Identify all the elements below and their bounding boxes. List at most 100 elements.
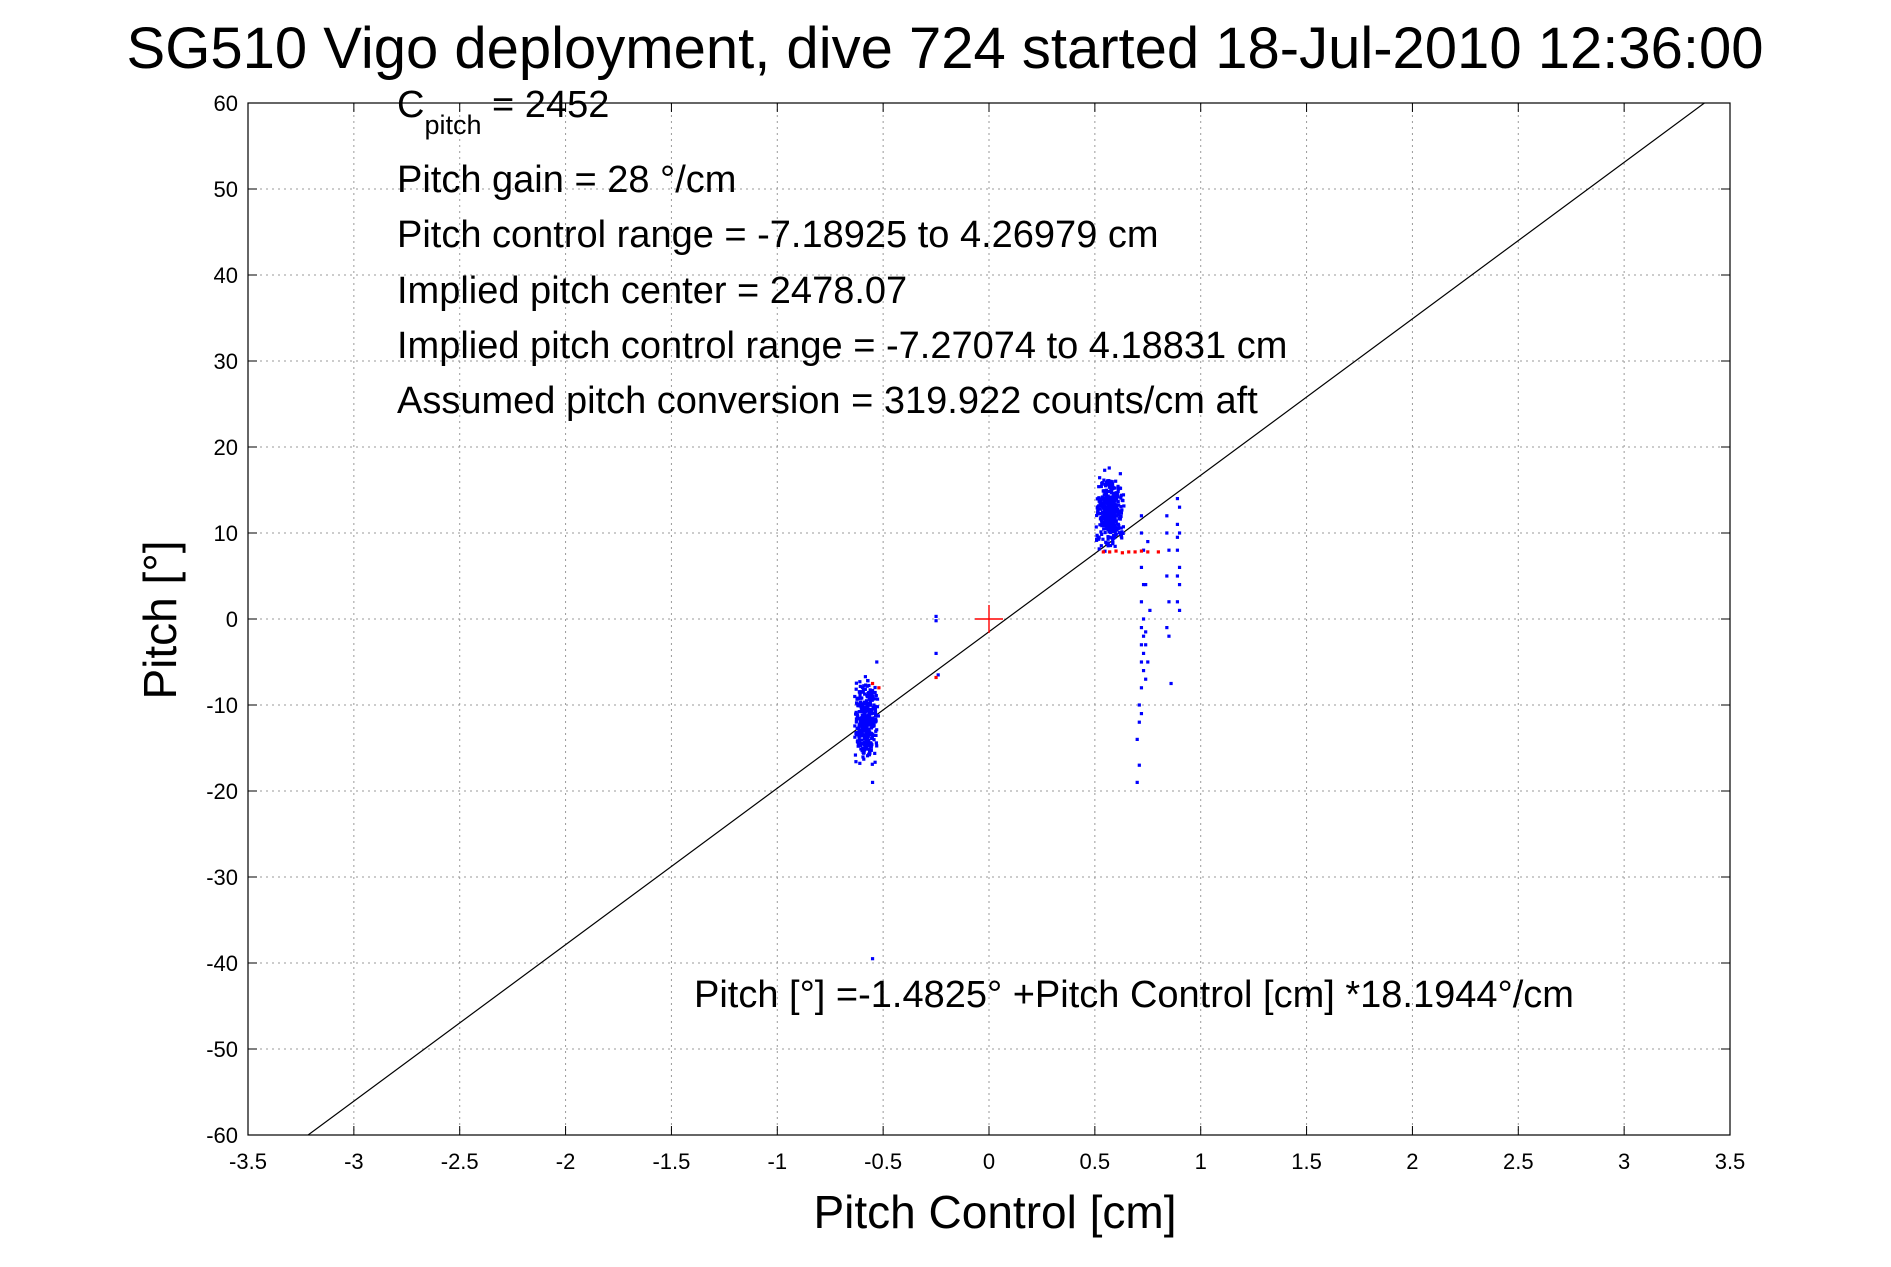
data-point <box>1177 505 1182 509</box>
data-point <box>867 743 871 748</box>
data-point <box>1139 600 1144 604</box>
data-point <box>1118 509 1123 513</box>
y-tick-label: 50 <box>214 177 238 202</box>
data-point <box>863 722 868 726</box>
data-point <box>873 751 877 755</box>
data-point <box>1110 526 1115 530</box>
data-point <box>861 690 865 694</box>
data-point <box>1115 492 1119 496</box>
data-point <box>870 743 874 747</box>
data-point <box>1146 550 1150 554</box>
data-point <box>858 680 862 684</box>
data-point <box>1118 516 1122 520</box>
data-point <box>866 704 870 708</box>
data-point <box>858 684 862 688</box>
data-point <box>866 678 870 683</box>
data-point <box>867 732 871 736</box>
data-point <box>857 736 861 740</box>
data-point <box>1114 549 1118 553</box>
data-point <box>1104 540 1108 544</box>
data-point <box>859 743 863 747</box>
data-point <box>862 757 866 761</box>
data-point <box>864 731 868 735</box>
data-point <box>1165 574 1169 578</box>
data-point <box>863 743 867 747</box>
data-point <box>856 696 860 701</box>
data-point <box>1113 519 1117 523</box>
chart-title: SG510 Vigo deployment, dive 724 started … <box>127 16 1764 81</box>
y-tick-label: -60 <box>206 1123 238 1148</box>
data-point <box>870 725 874 729</box>
data-point <box>873 685 877 690</box>
data-point <box>934 619 938 623</box>
data-point <box>1107 521 1111 525</box>
data-point <box>1148 608 1152 612</box>
data-point <box>870 690 874 694</box>
data-point <box>1110 536 1114 540</box>
data-point <box>1175 574 1180 578</box>
data-point <box>868 703 873 707</box>
data-point <box>1102 489 1106 493</box>
data-point <box>857 726 861 730</box>
data-point <box>864 727 868 731</box>
data-point <box>869 712 873 716</box>
data-point <box>860 720 865 724</box>
data-point <box>863 675 867 679</box>
data-point <box>1102 478 1106 482</box>
data-point <box>1139 712 1144 716</box>
data-point <box>1108 516 1112 520</box>
data-point <box>1139 549 1144 553</box>
data-point <box>1139 643 1144 647</box>
data-point <box>1177 583 1182 587</box>
data-point <box>1113 506 1117 510</box>
data-point <box>875 744 879 748</box>
data-point <box>1144 643 1148 647</box>
data-point <box>1104 520 1108 524</box>
data-point <box>870 957 875 961</box>
data-point <box>1121 531 1125 535</box>
data-point <box>1121 493 1126 497</box>
x-tick-label: -0.5 <box>864 1149 902 1174</box>
data-point <box>1096 511 1100 515</box>
data-point <box>1116 489 1120 494</box>
data-point <box>1116 486 1120 490</box>
data-point <box>860 742 864 746</box>
data-point <box>869 719 873 723</box>
data-point <box>870 709 874 713</box>
data-point <box>1113 511 1117 515</box>
data-point <box>1103 468 1107 472</box>
y-axis-label: Pitch [°] <box>134 540 186 699</box>
data-point <box>869 721 873 725</box>
data-point <box>870 762 874 766</box>
x-tick-label: 1 <box>1195 1149 1207 1174</box>
data-point <box>859 700 863 704</box>
data-point <box>853 724 857 728</box>
y-tick-label: -40 <box>206 951 238 976</box>
data-point <box>860 685 865 689</box>
data-point <box>1175 535 1180 539</box>
data-point <box>858 739 862 743</box>
data-point <box>862 712 867 716</box>
data-point <box>1101 501 1105 505</box>
data-point <box>1139 531 1144 535</box>
y-tick-label: 20 <box>214 435 238 460</box>
data-point <box>1111 502 1115 506</box>
data-point <box>869 745 873 749</box>
data-point <box>1109 496 1114 500</box>
data-point <box>863 687 867 691</box>
data-point <box>1107 530 1111 534</box>
data-point <box>873 697 877 701</box>
data-point <box>1104 494 1108 498</box>
data-point <box>1110 528 1115 532</box>
data-point <box>859 709 863 714</box>
data-point <box>1095 533 1099 537</box>
data-point <box>1104 480 1108 484</box>
data-point <box>867 753 872 757</box>
data-point <box>861 727 865 732</box>
y-tick-label: -10 <box>206 693 238 718</box>
data-point <box>864 736 868 740</box>
data-point <box>863 733 867 737</box>
data-point <box>1094 525 1098 529</box>
data-point <box>1139 514 1144 518</box>
